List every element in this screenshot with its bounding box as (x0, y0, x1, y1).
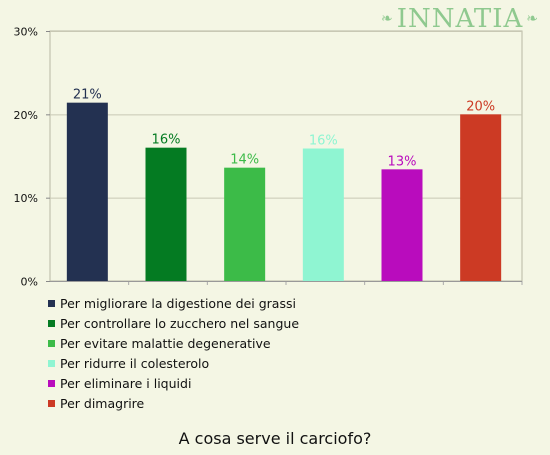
brand-logo: ❧ Innatia ❧ (378, 4, 542, 34)
legend-item: Per ridurre il colesterolo (48, 353, 299, 373)
legend-item: Per migliorare la digestione dei grassi (48, 293, 299, 313)
legend-swatch (48, 379, 55, 387)
legend-swatch (48, 359, 55, 367)
legend-label: Per ridurre il colesterolo (60, 355, 210, 371)
legend-item: Per eliminare i liquidi (48, 373, 299, 393)
legend-item: Per controllare lo zucchero nel sangue (48, 313, 299, 333)
data-label: 16% (309, 134, 338, 149)
legend-swatch (48, 339, 55, 347)
legend-label: Per dimagrire (60, 395, 145, 411)
legend-label: Per controllare lo zucchero nel sangue (60, 315, 300, 331)
data-label: 20% (466, 99, 495, 114)
legend-label: Per evitare malattie degenerative (60, 335, 271, 351)
legend-swatch (48, 299, 55, 307)
chart-caption: A cosa serve il carciofo? (178, 429, 372, 448)
data-label: 16% (152, 133, 181, 148)
y-tick-label: 10% (14, 192, 38, 205)
bar (66, 102, 108, 282)
bar (145, 147, 187, 281)
legend-item: Per dimagrire (48, 393, 299, 413)
legend-swatch (48, 399, 55, 407)
data-label: 21% (73, 88, 102, 103)
y-tick-label: 20% (14, 109, 38, 122)
brand-name: Innatia (396, 4, 524, 34)
legend-swatch (48, 319, 55, 327)
bar (302, 148, 344, 281)
data-label: 13% (388, 154, 417, 169)
plot-area (49, 30, 523, 282)
y-tick-label: 30% (14, 26, 38, 39)
bar (224, 167, 266, 281)
leaf-icon: ❧ (526, 11, 539, 27)
legend-label: Per eliminare i liquidi (60, 375, 192, 391)
bar-chart: 0% 10% 20% 30% 21% 16% 14% 16% 13% 20% (14, 26, 523, 289)
bar (460, 114, 502, 281)
y-tick-label: 0% (21, 276, 38, 289)
legend-item: Per evitare malattie degenerative (48, 333, 299, 353)
leaf-icon: ❧ (381, 11, 394, 27)
bar (381, 169, 423, 281)
data-label: 14% (230, 153, 259, 168)
legend-label: Per migliorare la digestione dei grassi (60, 295, 296, 311)
chart-legend: Per migliorare la digestione dei grassi P… (48, 293, 299, 413)
